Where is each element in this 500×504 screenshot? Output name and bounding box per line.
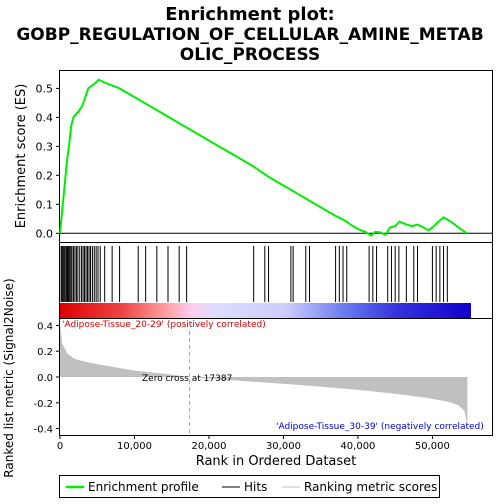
ranking-color-bar bbox=[60, 303, 471, 318]
positive-correlation-label: 'Adipose-Tissue_20-29' (positively corre… bbox=[62, 320, 266, 330]
metric-y-tick-label: 0.0 bbox=[37, 373, 53, 384]
x-tick-label: 40,000 bbox=[340, 441, 375, 452]
es-y-tick-label: 0.2 bbox=[36, 169, 54, 182]
negative-correlation-label: 'Adipose-Tissue_30-39' (negatively corre… bbox=[276, 422, 484, 432]
es-y-tick-label: 0.1 bbox=[36, 198, 54, 211]
legend-box bbox=[59, 475, 440, 498]
metric-y-tick-label: -0.2 bbox=[33, 399, 53, 410]
legend: Enrichment profile Hits Ranking metric sco… bbox=[66, 480, 437, 494]
ranking-metric-area bbox=[60, 322, 468, 426]
legend-label: Hits bbox=[244, 480, 267, 494]
metric-y-axis-label: Ranked list metric (Signal2Noise) bbox=[2, 278, 16, 477]
x-tick-label: 0 bbox=[57, 441, 63, 452]
x-axis-label: Rank in Ordered Dataset bbox=[196, 454, 357, 469]
x-tick-label: 50,000 bbox=[415, 441, 450, 452]
x-tick-label: 30,000 bbox=[266, 441, 301, 452]
hit-lines bbox=[60, 246, 448, 302]
zero-cross-label: Zero cross at 17387 bbox=[142, 374, 232, 384]
metric-y-tick-label: 0.2 bbox=[37, 347, 53, 358]
x-tick-label: 20,000 bbox=[191, 441, 226, 452]
es-y-axis-label: Enrichment score (ES) bbox=[14, 84, 29, 229]
metric-y-tick-label: 0.4 bbox=[37, 321, 53, 332]
x-tick-label: 10,000 bbox=[117, 441, 152, 452]
legend-label: Enrichment profile bbox=[88, 480, 199, 494]
es-y-tick-label: 0.5 bbox=[36, 82, 54, 95]
metric-panel-ticks: -0.4 -0.2 0.0 0.2 0.4 0 10,000 20,000 30,000 40,0… bbox=[33, 321, 449, 452]
es-panel-frame bbox=[59, 70, 493, 243]
chart-title-line-3: OLIC_PROCESS bbox=[180, 45, 320, 65]
es-y-tick-label: 0.4 bbox=[36, 111, 54, 124]
chart-title-line-1: Enrichment plot: bbox=[165, 4, 335, 25]
legend-label: Ranking metric scores bbox=[304, 480, 437, 494]
chart-title-line-2: GOBP_REGULATION_OF_CELLULAR_AMINE_METAB bbox=[16, 25, 483, 45]
metric-y-tick-label: -0.4 bbox=[33, 425, 53, 436]
es-panel-ticks: 0.0 0.1 0.2 0.3 0.4 0.5 bbox=[36, 82, 60, 240]
es-y-tick-label: 0.0 bbox=[36, 227, 54, 240]
es-y-tick-label: 0.3 bbox=[36, 140, 54, 153]
es-profile-line bbox=[59, 78, 468, 237]
